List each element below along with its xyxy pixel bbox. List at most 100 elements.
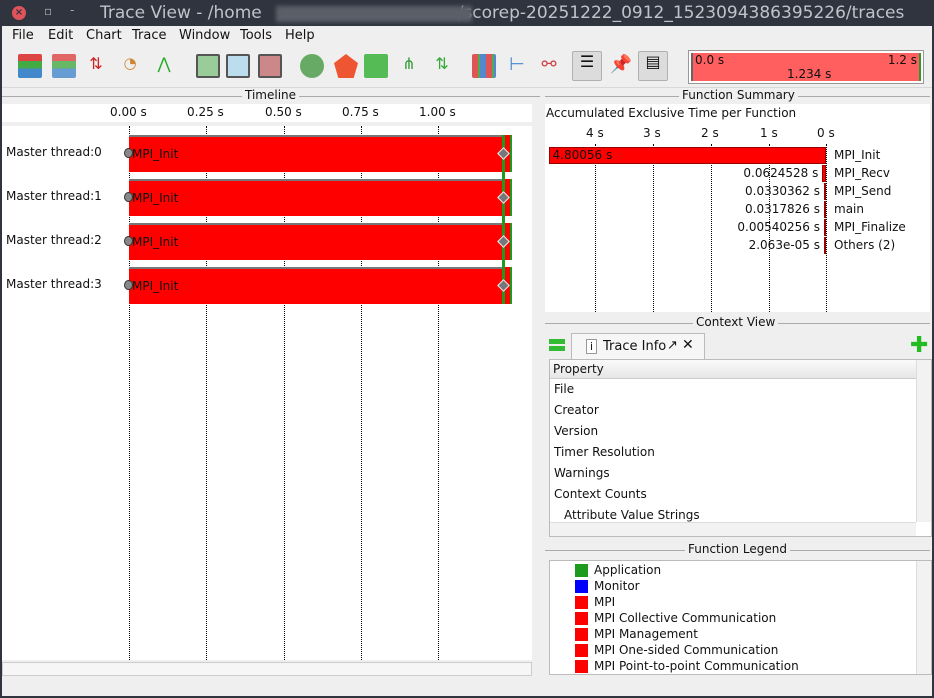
- menu-edit[interactable]: Edit: [48, 28, 74, 43]
- function-bar-mpi-init[interactable]: MPI_Init: [129, 135, 502, 172]
- axis-tick: 0.50 s: [265, 105, 302, 119]
- counter-timeline-icon[interactable]: ⇅: [89, 54, 103, 73]
- trace-info-table: Property File Creator Version Timer Resolut…: [549, 359, 932, 537]
- row-label: Master thread:2: [6, 233, 102, 247]
- summary-function-name[interactable]: MPI_Init: [834, 148, 881, 162]
- function-summary-icon[interactable]: [196, 54, 220, 78]
- menu-file[interactable]: File: [12, 28, 34, 43]
- horizontal-scrollbar[interactable]: [550, 522, 916, 536]
- menu-help[interactable]: Help: [285, 28, 315, 43]
- timeline-canvas[interactable]: Master thread:0 MPI_Init Master thread:1 MP…: [2, 126, 532, 660]
- call-stack-timeline-icon[interactable]: ⋀: [157, 54, 171, 73]
- property-row[interactable]: Context Counts: [554, 487, 647, 501]
- marker-pin-icon[interactable]: 📌: [609, 54, 633, 75]
- message-summary-icon[interactable]: [226, 54, 250, 78]
- summary-value: 2.063e-05 s: [748, 238, 820, 252]
- property-row[interactable]: Attribute Value Strings: [564, 508, 700, 522]
- call-tree-stats-icon[interactable]: ⋔: [402, 54, 416, 73]
- io-stats-icon[interactable]: ⇅: [435, 54, 449, 73]
- menu-chart[interactable]: Chart: [86, 28, 122, 43]
- add-tab-icon[interactable]: ✚: [910, 333, 929, 358]
- info-icon: i: [586, 339, 598, 354]
- communication-matrix-icon[interactable]: [472, 54, 496, 78]
- summary-bar[interactable]: [824, 201, 826, 218]
- legend-color-swatch: [575, 628, 588, 641]
- property-row[interactable]: Creator: [554, 403, 599, 417]
- function-legend-toggle[interactable]: ☰: [572, 51, 602, 81]
- summary-function-name[interactable]: main: [834, 202, 864, 216]
- row-label: Master thread:1: [6, 189, 102, 203]
- maximize-button[interactable]: -: [70, 3, 75, 17]
- legend-item[interactable]: MPI One-sided Communication: [594, 643, 779, 657]
- master-timeline-icon[interactable]: [18, 54, 42, 78]
- tab-trace-info[interactable]: i Trace Info ↗ ✕: [571, 333, 705, 360]
- enter-event-marker[interactable]: [124, 192, 133, 202]
- io-summary-icon[interactable]: [258, 54, 282, 78]
- vertical-scrollbar[interactable]: [916, 360, 931, 522]
- close-tab-icon[interactable]: ✕: [682, 337, 694, 353]
- property-row[interactable]: File: [554, 382, 575, 396]
- process-profile-icon[interactable]: [334, 54, 358, 78]
- summary-bar[interactable]: [824, 237, 826, 254]
- enter-event-marker[interactable]: [124, 236, 133, 246]
- close-window-button[interactable]: ×: [12, 6, 26, 20]
- legend-item[interactable]: MPI Collective Communication: [594, 611, 777, 625]
- bar-label: MPI_Init: [132, 147, 179, 161]
- property-row[interactable]: Timer Resolution: [554, 445, 655, 459]
- row-label: Master thread:3: [6, 277, 102, 291]
- summary-value: 0.00540256 s: [737, 220, 820, 234]
- function-bar-mpi-init[interactable]: MPI_Init: [129, 223, 502, 260]
- context-list-icon[interactable]: [549, 339, 565, 351]
- summary-bar[interactable]: [824, 219, 826, 236]
- timeline-title: Timeline: [242, 88, 300, 102]
- column-header-property[interactable]: Property: [553, 362, 604, 376]
- context-view-toggle[interactable]: ▤: [638, 51, 668, 81]
- menu-trace[interactable]: Trace: [132, 28, 167, 43]
- axis-tick: 2 s: [701, 126, 719, 140]
- call-tree-icon[interactable]: ⊢: [509, 54, 525, 75]
- time-range-selector[interactable]: 0.0 s 1.2 s 1.234 s: [688, 50, 924, 84]
- detach-icon[interactable]: ↗: [667, 338, 678, 353]
- function-timeline-icon[interactable]: ◔: [123, 54, 137, 72]
- enter-event-marker[interactable]: [124, 148, 133, 158]
- function-bar-mpi-init[interactable]: MPI_Init: [129, 267, 502, 304]
- summary-bar[interactable]: [822, 165, 826, 182]
- axis-tick: 0.75 s: [342, 105, 379, 119]
- menu-bar: File Edit Chart Trace Window Tools Help: [2, 26, 932, 46]
- legend-item[interactable]: MPI: [594, 595, 616, 609]
- summary-bar[interactable]: [824, 183, 826, 200]
- call-graph-icon[interactable]: ⚯: [541, 54, 557, 75]
- summary-value: 0.0624528 s: [743, 166, 819, 180]
- toolbar: ⇅ ◔ ⋀ ⋔ ⇅ ⊢ ⚯ ☰ 📌 ▤ 0.0 s 1.2 s 1.234 s: [2, 48, 932, 88]
- legend-scrollbar[interactable]: [916, 561, 931, 674]
- property-row[interactable]: Version: [554, 424, 599, 438]
- window-title: Trace View - /home/scorep-20251222_0912_…: [100, 3, 905, 23]
- timeline-horizontal-scrollbar[interactable]: [2, 662, 532, 676]
- function-stats-icon[interactable]: [300, 54, 324, 78]
- summary-function-name[interactable]: Others (2): [834, 238, 896, 252]
- context-view-title: Context View: [693, 315, 779, 329]
- legend-item[interactable]: Application: [594, 563, 662, 577]
- axis-tick: 0.25 s: [187, 105, 224, 119]
- menu-window[interactable]: Window: [179, 28, 231, 43]
- function-bar-mpi-init[interactable]: MPI_Init: [129, 179, 502, 216]
- enter-event-marker[interactable]: [124, 280, 133, 290]
- summary-function-name[interactable]: MPI_Send: [834, 184, 892, 198]
- summary-function-name[interactable]: MPI_Finalize: [834, 220, 906, 234]
- legend-item[interactable]: MPI Management: [594, 627, 698, 641]
- legend-color-swatch: [575, 644, 588, 657]
- property-row[interactable]: Warnings: [554, 466, 610, 480]
- redacted-path: [276, 6, 472, 22]
- minimize-button[interactable]: ▫: [44, 4, 53, 18]
- legend-color-swatch: [575, 660, 588, 673]
- process-timeline-icon[interactable]: [52, 54, 76, 78]
- summary-bar[interactable]: 4.80056 s: [548, 147, 826, 164]
- menu-tools[interactable]: Tools: [240, 28, 273, 43]
- function-summary-chart[interactable]: Accumulated Exclusive Time per Function …: [545, 104, 930, 312]
- time-range-selection[interactable]: 0.0 s 1.2 s 1.234 s: [691, 53, 921, 81]
- legend-item[interactable]: MPI Point-to-point Communication: [594, 659, 799, 673]
- message-stats-icon[interactable]: [364, 54, 388, 78]
- axis-tick: 0 s: [817, 126, 835, 140]
- summary-function-name[interactable]: MPI_Recv: [834, 166, 891, 180]
- legend-item[interactable]: Monitor: [594, 579, 640, 593]
